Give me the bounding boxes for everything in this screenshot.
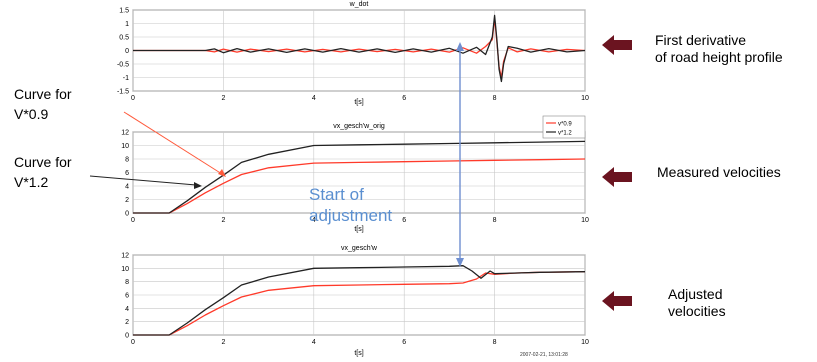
series-line-series_a <box>133 158 586 214</box>
chart-title: vx_gesch'w <box>341 245 378 252</box>
legend-entry: v*1.2 <box>558 131 572 137</box>
x-tick-label: 2 <box>221 339 225 346</box>
x-tick-label: 4 <box>312 95 316 102</box>
x-tick-label: 10 <box>581 339 589 346</box>
x-axis-label: t[s] <box>354 350 363 357</box>
x-tick-label: 4 <box>312 217 316 224</box>
y-tick-label: 4 <box>125 184 129 191</box>
y-tick-label: 0 <box>125 333 129 340</box>
y-tick-label: 4 <box>125 306 129 313</box>
series-line-series_b <box>133 140 586 214</box>
y-tick-label: 0 <box>125 48 129 55</box>
start-arrowhead-top <box>456 42 464 51</box>
y-tick-label: 10 <box>121 143 129 150</box>
arrow-icon-measured <box>602 167 632 187</box>
y-tick-label: 12 <box>121 253 129 260</box>
y-tick-label: 0.5 <box>119 35 129 42</box>
y-tick-label: -1.5 <box>117 89 129 96</box>
callout-arrowhead-v12 <box>194 182 202 189</box>
y-tick-label: 8 <box>125 157 129 164</box>
x-tick-label: 0 <box>131 217 135 224</box>
start-arrowhead-bottom <box>456 258 464 267</box>
x-tick-label: 8 <box>493 339 497 346</box>
x-tick-label: 2 <box>221 95 225 102</box>
x-tick-label: 10 <box>581 95 589 102</box>
callout-line-v12 <box>89 175 197 186</box>
series-line-series_b <box>133 265 586 336</box>
x-axis-label: t[s] <box>354 226 363 233</box>
label-adjusted-velocities: Adjusted velocities <box>668 286 726 319</box>
y-tick-label: 0 <box>125 211 129 218</box>
x-tick-label: 4 <box>312 339 316 346</box>
chart-2: 12 10 8 6 4 2 00 2 4 6 8 10 vx_gesch'w_orig t[s] v*0.9… <box>121 115 589 233</box>
y-tick-label: -1 <box>123 75 129 82</box>
timestamp-label: 2007-02-21, 13:01:28 <box>520 352 568 358</box>
x-tick-label: 6 <box>402 339 406 346</box>
chart-title: w_dot <box>349 1 369 8</box>
chart-title: vx_gesch'w_orig <box>333 123 385 130</box>
x-tick-label: 8 <box>493 95 497 102</box>
series-line-series_b <box>133 14 586 83</box>
x-tick-label: 8 <box>493 217 497 224</box>
x-tick-label: 10 <box>581 217 589 224</box>
y-tick-label: 6 <box>125 170 129 177</box>
callout-arrowhead-v09 <box>218 169 226 177</box>
y-tick-label: 12 <box>121 130 129 137</box>
x-axis-label: t[s] <box>354 99 363 106</box>
arrow-icon-first-derivative <box>602 35 632 55</box>
start-of-adjustment-label: Start of adjustment <box>309 185 393 225</box>
y-tick-label: 10 <box>121 266 129 273</box>
x-tick-label: 0 <box>131 95 135 102</box>
x-tick-label: 6 <box>402 95 406 102</box>
y-tick-label: 1.5 <box>119 8 129 15</box>
label-first-derivative: First derivative of road height profile <box>655 32 783 65</box>
x-tick-label: 2 <box>221 217 225 224</box>
chart-3: 12 10 8 6 4 2 00 2 4 6 8 10 vx_gesch'w t[s] <box>121 245 589 357</box>
label-measured-velocities: Measured velocities <box>657 164 781 180</box>
y-tick-label: -0.5 <box>117 62 129 69</box>
y-tick-label: 2 <box>125 319 129 326</box>
y-tick-label: 2 <box>125 197 129 204</box>
x-tick-label: 6 <box>402 217 406 224</box>
callout-curve-v12: Curve for V*1.2 <box>14 154 72 190</box>
callout-line-v09 <box>123 111 223 175</box>
callout-curve-v09: Curve for V*0.9 <box>14 86 72 122</box>
legend-entry: v*0.9 <box>558 122 572 128</box>
y-tick-label: 1 <box>125 21 129 28</box>
y-tick-label: 6 <box>125 293 129 300</box>
x-tick-label: 0 <box>131 339 135 346</box>
y-tick-label: 8 <box>125 279 129 286</box>
arrow-icon-adjusted <box>602 291 632 311</box>
